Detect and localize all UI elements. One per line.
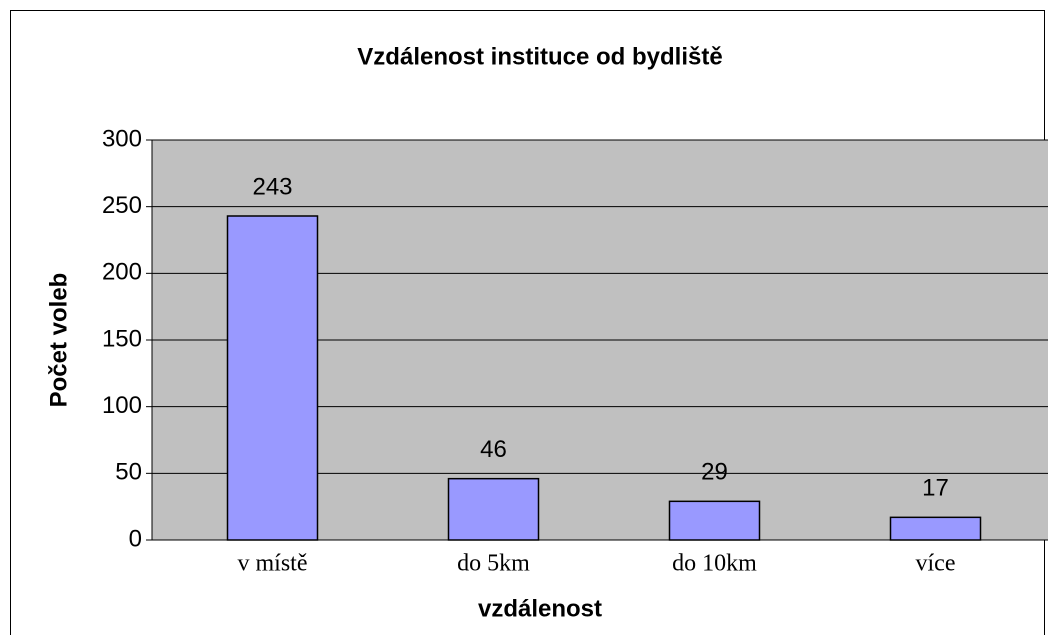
y-axis-label: Počet voleb [45, 273, 72, 408]
x-tick-label: do 5km [457, 551, 530, 577]
y-tick-label: 300 [102, 125, 142, 152]
data-label: 46 [480, 436, 507, 463]
bar [668, 500, 761, 541]
x-axis-label: vzdálenost [478, 595, 602, 622]
data-label: 17 [922, 475, 949, 502]
x-tick-label: do 10km [672, 551, 757, 577]
y-tick-label: 200 [102, 259, 142, 286]
y-tick-label: 0 [129, 525, 142, 552]
bar [447, 477, 540, 541]
bar [889, 516, 982, 541]
x-tick-label: více [916, 551, 956, 577]
x-tick-label: v místě [238, 551, 308, 577]
y-tick-label: 150 [102, 325, 142, 352]
y-tick-label: 100 [102, 392, 142, 419]
chart-title: Vzdálenost instituce od bydliště [357, 43, 722, 70]
data-label: 243 [252, 173, 292, 200]
y-tick-label: 250 [102, 192, 142, 219]
bar [226, 215, 319, 541]
y-tick-label: 50 [115, 459, 142, 486]
data-label: 29 [701, 459, 728, 486]
